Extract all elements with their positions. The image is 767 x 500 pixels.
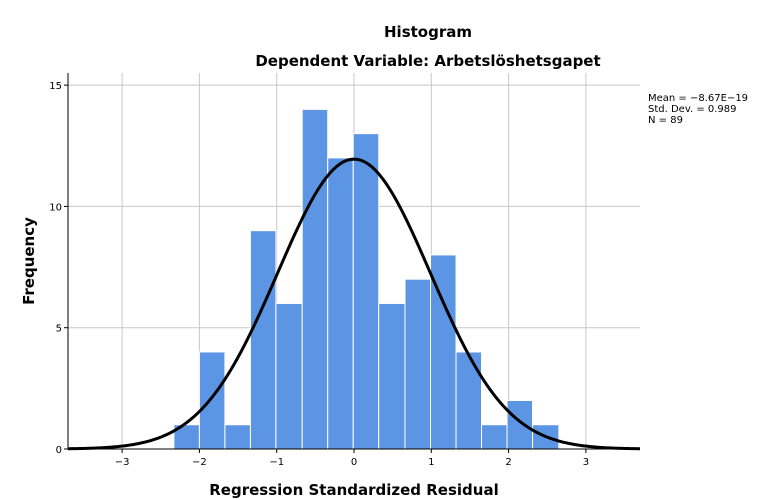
histogram-bar	[352, 133, 380, 450]
x-tick-label: 3	[583, 457, 589, 468]
stats-n: N = 89	[648, 115, 683, 126]
y-axis-title: Frequency	[20, 217, 38, 305]
x-tick-label: −2	[192, 457, 207, 468]
y-tick-labels: 0 5 10 15	[49, 81, 62, 456]
x-tick-label: 1	[428, 457, 434, 468]
histogram-bar	[481, 424, 508, 450]
histogram-bar	[224, 424, 251, 450]
y-tick-label: 10	[49, 202, 62, 213]
y-tick-label: 15	[49, 81, 62, 92]
stats-mean: Mean = −8.67E−19	[648, 93, 749, 104]
y-tick-label: 0	[56, 445, 62, 456]
stats-std-dev: Std. Dev. = 0.989	[648, 104, 737, 115]
histogram-bar	[249, 230, 277, 450]
histogram-bar	[327, 157, 354, 450]
histogram-bar	[404, 278, 432, 450]
chart-title: Histogram	[384, 23, 472, 41]
histogram-bar	[455, 351, 483, 450]
axes	[64, 73, 640, 453]
histogram-bar	[275, 302, 303, 450]
x-tick-label: −1	[269, 457, 284, 468]
x-tick-label: 0	[351, 457, 357, 468]
x-tick-label: −3	[115, 457, 130, 468]
histogram-bar	[198, 351, 226, 450]
stats-legend: Mean = −8.67E−19 Std. Dev. = 0.989 N = 8…	[648, 93, 748, 126]
normal-curve	[67, 157, 641, 451]
histogram-bars	[173, 108, 560, 450]
y-tick-label: 5	[56, 324, 62, 335]
x-tick-labels: −3 −2 −1 0 1 2 3	[115, 457, 589, 468]
x-tick-label: 2	[505, 457, 511, 468]
histogram-bar	[430, 254, 457, 450]
histogram-bar	[301, 108, 329, 450]
x-axis-title: Regression Standardized Residual	[209, 481, 498, 499]
chart-subtitle: Dependent Variable: Arbetslöshetsgapet	[255, 52, 600, 70]
histogram-bar	[378, 302, 406, 450]
histogram-bar	[506, 399, 534, 450]
